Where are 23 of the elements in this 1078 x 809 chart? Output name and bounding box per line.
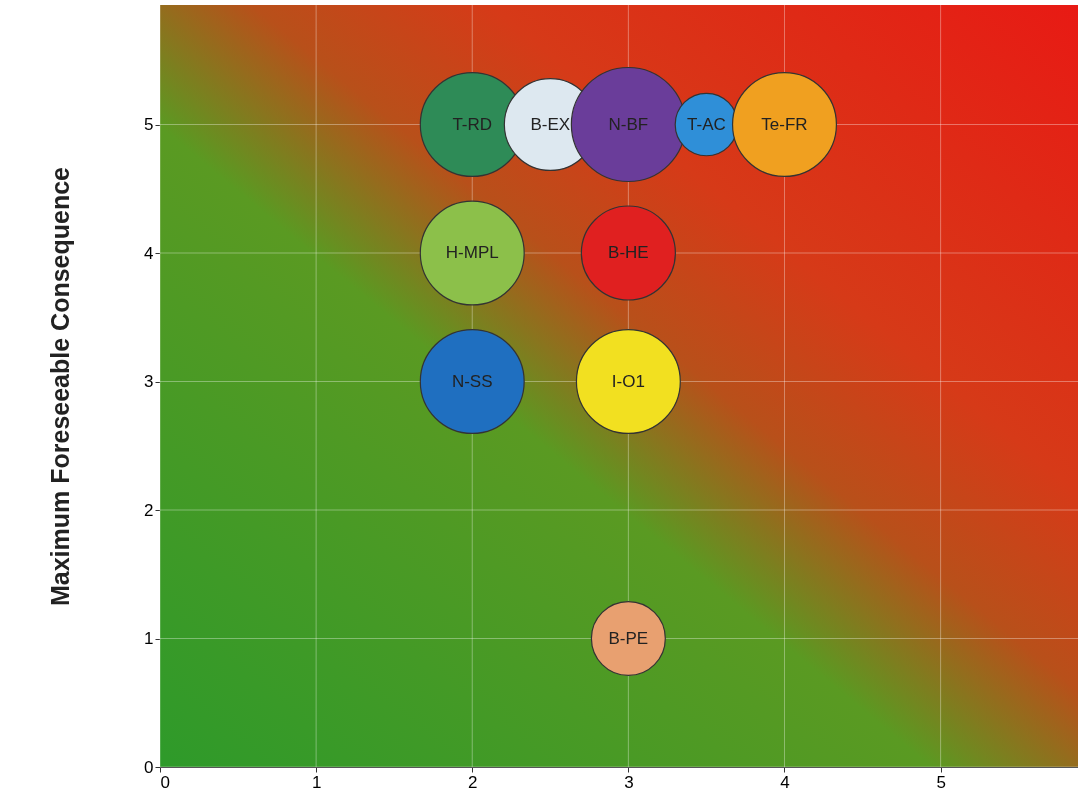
y-axis-title: Maximum Foreseeable Consequence: [46, 166, 75, 607]
x-tick-label: 5: [936, 772, 946, 792]
series-label: N-SS: [451, 371, 493, 391]
series-label: T-RD: [452, 114, 493, 134]
series-label: B-EX: [530, 114, 571, 134]
series-label: T-AC: [687, 114, 726, 134]
y-tick-label: 1: [144, 629, 154, 648]
y-tick-label: 4: [144, 243, 154, 263]
y-tick-label: 0: [144, 757, 154, 777]
y-tick-label: 5: [144, 115, 154, 134]
y-tick-label: 2: [144, 500, 154, 520]
series-label: Te-FR: [761, 114, 808, 134]
x-tick-label: 0: [160, 772, 170, 792]
series-label: B-PE: [608, 628, 649, 648]
series-label: I-O1: [611, 371, 645, 391]
series-label: B-HE: [608, 243, 649, 262]
x-tick-label: 4: [780, 772, 790, 792]
series-label: N-BF: [608, 114, 649, 134]
x-tick-label: 2: [468, 772, 478, 792]
x-tick-label: 1: [311, 772, 322, 792]
x-tick-label: 3: [624, 772, 634, 792]
y-tick-label: 3: [144, 372, 154, 391]
series-label: H-MPL: [445, 243, 499, 262]
